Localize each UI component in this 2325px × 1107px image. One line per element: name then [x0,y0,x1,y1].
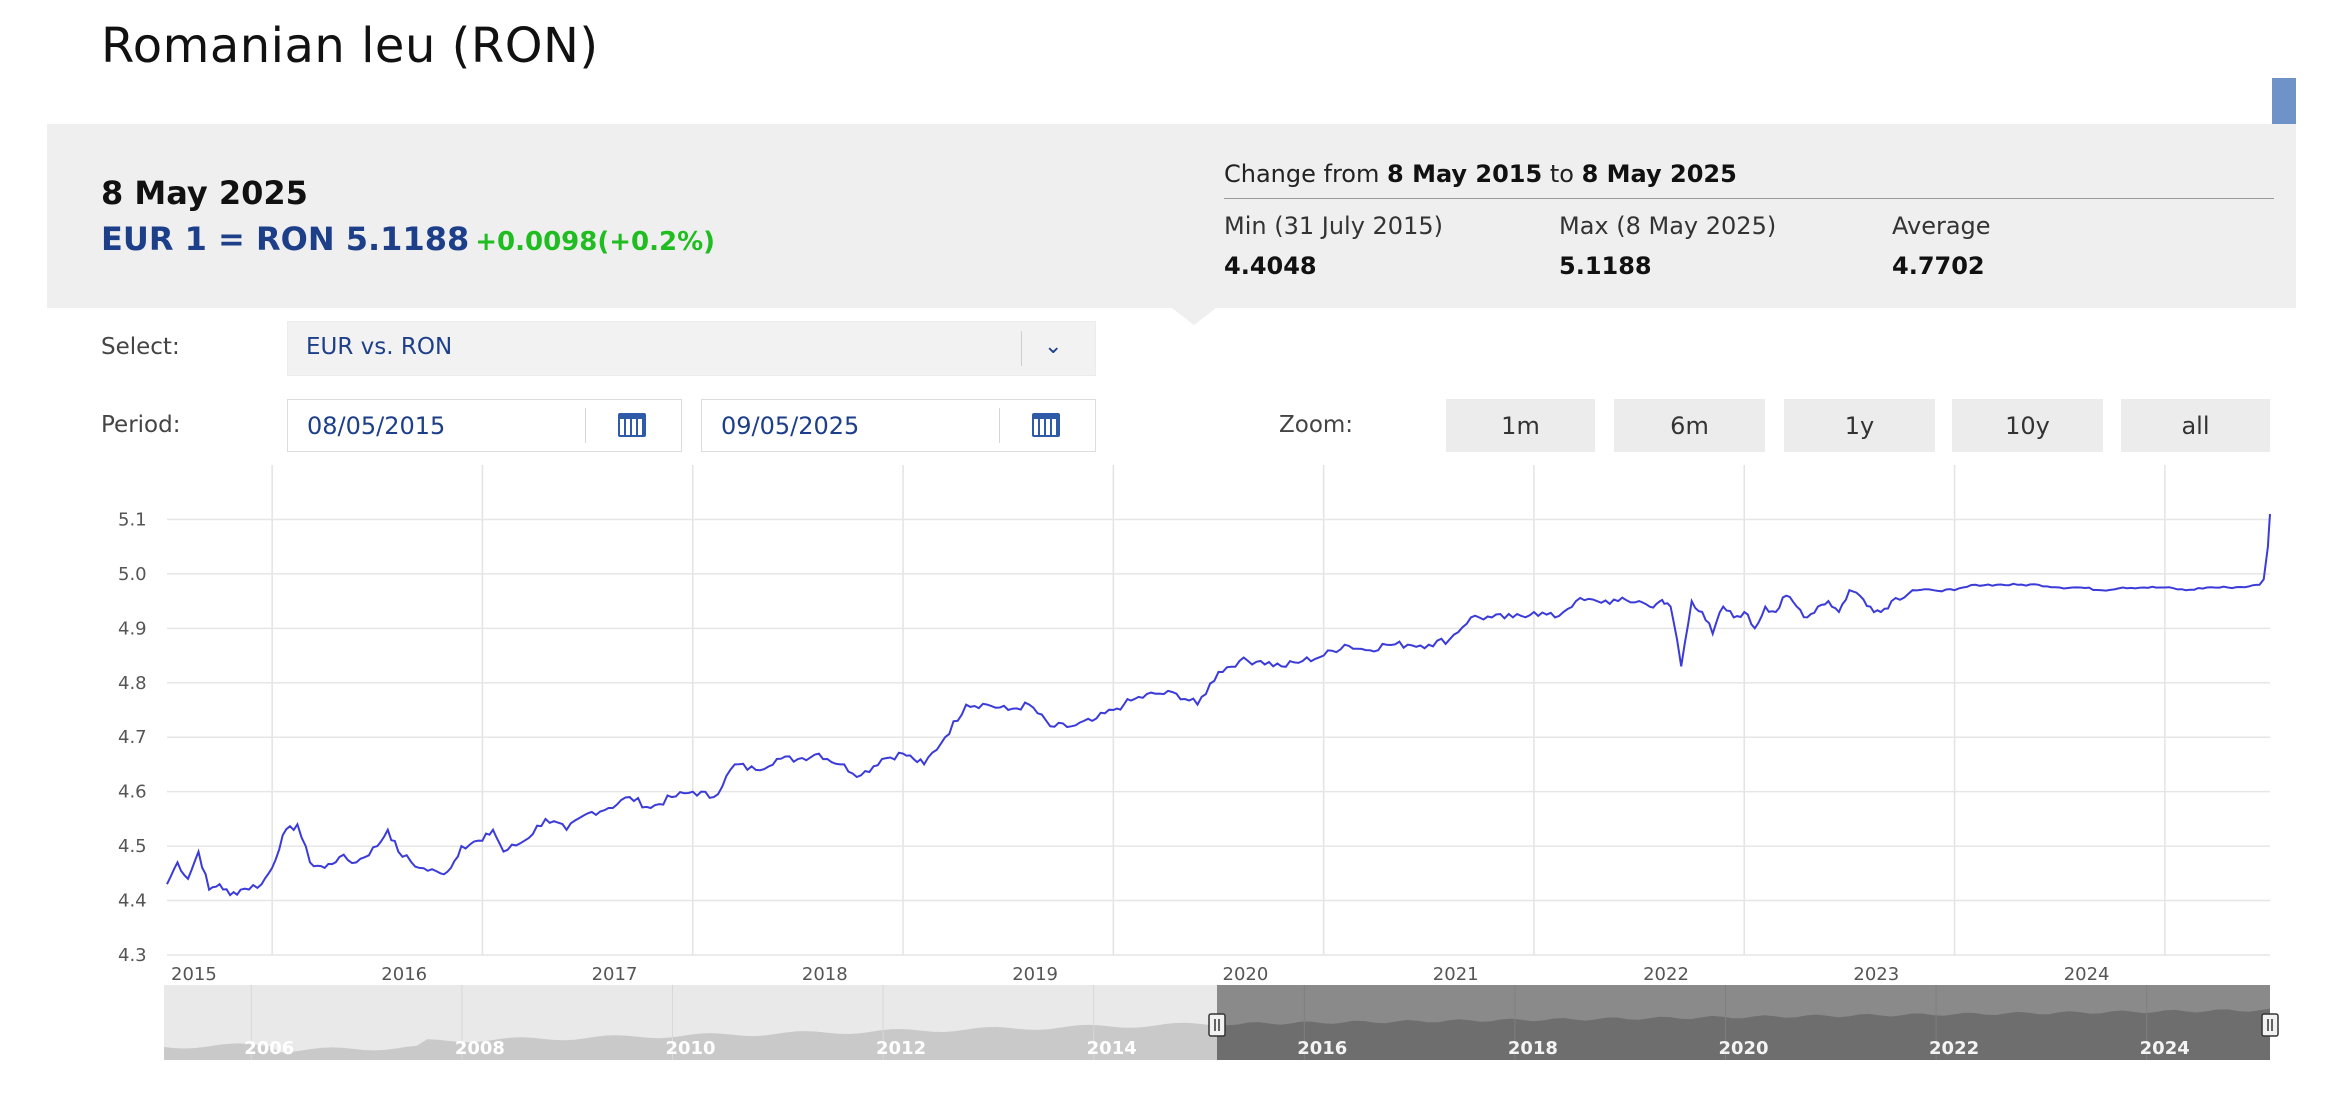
currency-pair-select[interactable]: EUR vs. RON ⌄ [287,321,1096,376]
end-date-value: 09/05/2025 [721,412,860,440]
x-tick-label: 2016 [381,964,427,985]
summary-divider [1224,198,2274,199]
change-from-heading: Change from 8 May 2015 to 8 May 2025 [1224,160,1737,188]
page-title: Romanian leu (RON) [101,18,599,74]
period-label: Period: [101,412,181,438]
x-tick-label: 2022 [1643,964,1689,985]
stat-max-value: 5.1188 [1559,252,1652,280]
select-label: Select: [101,334,180,360]
change-from-end: 8 May 2025 [1581,160,1737,188]
navigator-tick-label: 2008 [455,1038,505,1059]
change-from-prefix: Change from [1224,160,1380,188]
x-tick-label: 2023 [1853,964,1899,985]
stat-min: Min (31 July 2015) 4.4048 [1224,212,1443,280]
navigator-tick-label: 2006 [244,1038,294,1059]
stat-min-value: 4.4048 [1224,252,1317,280]
y-tick-label: 5.1 [118,509,147,530]
navigator-tick-label: 2018 [1508,1038,1558,1059]
x-tick-label: 2024 [2064,964,2110,985]
chevron-down-icon[interactable]: ⌄ [1044,334,1063,359]
x-tick-label: 2015 [171,964,217,985]
start-date-input[interactable]: 08/05/2015 [287,399,682,452]
y-tick-label: 4.4 [118,891,147,912]
calendar-icon[interactable] [618,413,646,437]
zoom-label: Zoom: [1279,412,1354,438]
stat-average-value: 4.7702 [1892,252,1985,280]
series-line-eur-ron [166,513,2271,897]
zoom-10y-button[interactable]: 10y [1952,399,2103,452]
navigator-area-unselected [164,1022,1217,1060]
stat-average: Average 4.7702 [1892,212,1991,280]
calendar-icon[interactable] [1032,413,1060,437]
rate-value: EUR 1 = RON 5.1188 [101,220,470,258]
navigator-tick-label: 2010 [665,1038,715,1059]
y-tick-label: 4.5 [118,836,147,857]
navigator-handle-left[interactable] [1208,1013,1226,1037]
stat-min-label: Min (31 July 2015) [1224,212,1443,240]
navigator-tick-label: 2024 [2140,1038,2190,1059]
y-tick-label: 4.7 [118,727,147,748]
summary-pointer [1172,308,1216,325]
select-separator [1021,331,1022,366]
navigator-tick-label: 2014 [1087,1038,1137,1059]
start-date-separator [585,408,586,443]
y-tick-label: 4.9 [118,618,147,639]
zoom-6m-button[interactable]: 6m [1614,399,1765,452]
zoom-1m-button[interactable]: 1m [1446,399,1595,452]
change-from-mid: to [1549,160,1574,188]
navigator-tick-label: 2016 [1297,1038,1347,1059]
zoom-all-button[interactable]: all [2121,399,2270,452]
navigator-tick-label: 2020 [1718,1038,1768,1059]
navigator-area-selected [1217,1008,2270,1060]
zoom-1y-button[interactable]: 1y [1784,399,1935,452]
navigator-tick-label: 2022 [1929,1038,1979,1059]
end-date-separator [999,408,1000,443]
x-tick-label: 2017 [592,964,638,985]
stat-max: Max (8 May 2025) 5.1188 [1559,212,1776,280]
y-tick-label: 4.6 [118,782,147,803]
stat-max-label: Max (8 May 2025) [1559,212,1777,240]
start-date-value: 08/05/2015 [307,412,446,440]
x-tick-label: 2018 [802,964,848,985]
rate-line: EUR 1 = RON 5.1188 +0.0098(+0.2%) [101,220,715,258]
rate-date: 8 May 2025 [101,174,308,212]
rate-change: +0.0098(+0.2%) [475,227,716,257]
end-date-input[interactable]: 09/05/2025 [701,399,1096,452]
x-tick-label: 2020 [1223,964,1269,985]
y-tick-label: 4.8 [118,673,147,694]
stat-average-label: Average [1892,212,1991,240]
summary-panel: 8 May 2025 EUR 1 = RON 5.1188 +0.0098(+0.… [47,124,2296,308]
navigator[interactable]: 2006 2008 2010 2012 2014 2016 2018 2020 2022 2024 [164,985,2279,1060]
y-tick-label: 4.3 [118,945,147,966]
navigator-handle-right[interactable] [2261,1013,2279,1037]
x-tick-label: 2021 [1433,964,1479,985]
currency-pair-value: EUR vs. RON [306,334,453,360]
x-tick-label: 2019 [1012,964,1058,985]
y-tick-label: 5.0 [118,564,147,585]
navigator-tick-label: 2012 [876,1038,926,1059]
change-from-start: 8 May 2015 [1387,160,1543,188]
